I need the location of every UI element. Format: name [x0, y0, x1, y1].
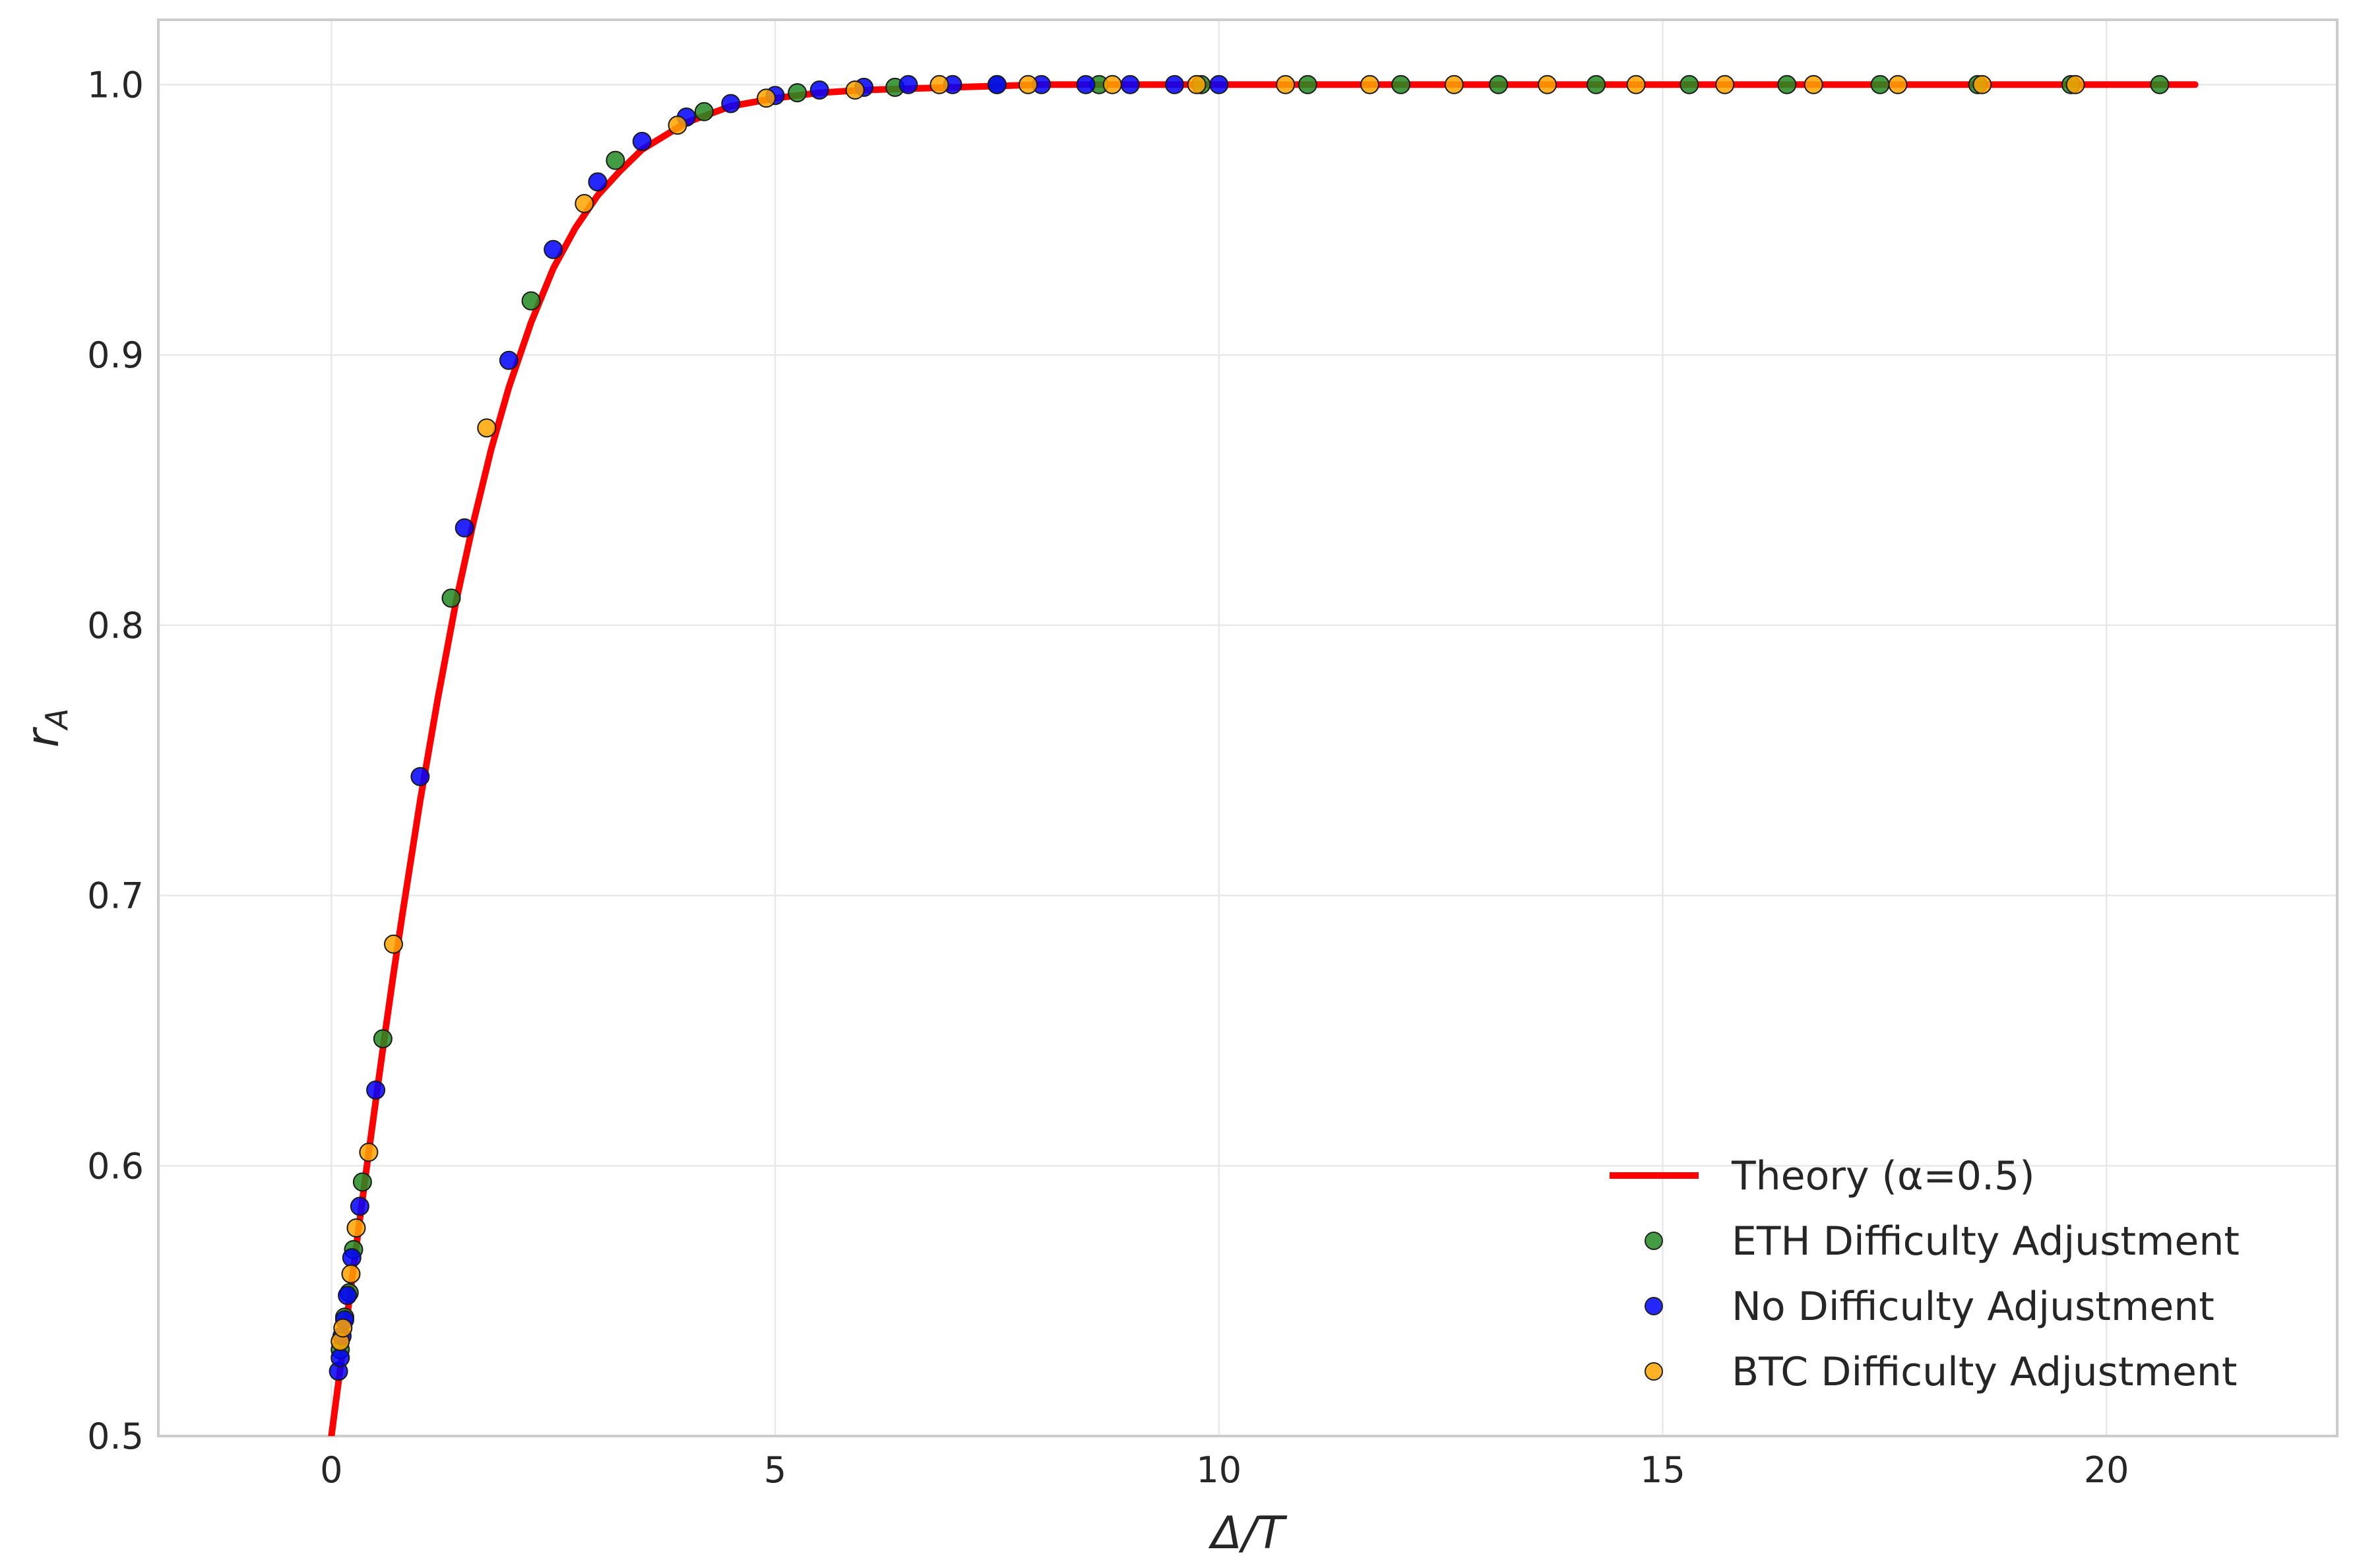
eth-point — [1298, 75, 1317, 94]
btc-point — [1360, 75, 1379, 94]
btc-point — [1444, 75, 1464, 94]
eth-point — [1489, 75, 1509, 94]
legend-label-no-adjustment: No Difficulty Adjustment — [1732, 1284, 2214, 1330]
data-points-layer — [329, 75, 2170, 1381]
btc-point — [2065, 75, 2085, 94]
series-btc — [330, 75, 2085, 1352]
eth-point — [441, 588, 461, 608]
no-adjustment-point — [455, 518, 474, 538]
y-axis-label-main: r — [17, 726, 69, 747]
eth-point — [521, 291, 541, 311]
btc-point — [1888, 75, 1908, 94]
btc-point — [929, 75, 949, 94]
no-adjustment-point — [1076, 75, 1096, 94]
btc-point — [1626, 75, 1646, 94]
btc-point — [341, 1264, 361, 1284]
btc-point — [333, 1318, 353, 1338]
eth-point — [788, 83, 807, 103]
no-adjustment-point — [1120, 75, 1140, 94]
btc-point — [384, 934, 403, 954]
eth-point — [1870, 75, 1890, 94]
eth-point — [373, 1029, 392, 1049]
btc-point — [1804, 75, 1823, 94]
legend-eth-swatch — [1645, 1232, 1663, 1250]
no-adjustment-point — [410, 767, 430, 786]
btc-point — [575, 194, 594, 214]
y-tick-labels: 0.5 0.6 0.7 0.8 0.9 1.0 — [87, 64, 144, 1457]
y-tick-label: 1.0 — [87, 64, 144, 106]
no-adjustment-point — [499, 350, 518, 370]
eth-point — [1680, 75, 1699, 94]
btc-point — [477, 418, 497, 438]
y-tick-label: 0.9 — [87, 334, 144, 376]
legend: Theory (α=0.5) ETH Difficulty Adjustment… — [1610, 1153, 2240, 1395]
y-tick-label: 0.8 — [87, 605, 144, 646]
x-tick-label: 10 — [1196, 1449, 1241, 1491]
eth-point — [694, 102, 714, 121]
y-axis-label: rA — [17, 708, 75, 747]
btc-point — [845, 80, 865, 100]
legend-label-btc: BTC Difficulty Adjustment — [1732, 1349, 2237, 1395]
no-adjustment-point — [898, 75, 918, 94]
eth-point — [1586, 75, 1606, 94]
no-adjustment-point — [588, 172, 608, 192]
plot-area-frame — [157, 18, 2339, 1437]
no-adjustment-point — [350, 1197, 369, 1216]
no-adjustment-point — [632, 131, 652, 151]
no-adjustment-point — [809, 80, 829, 100]
eth-point — [352, 1172, 372, 1192]
no-adjustment-point — [987, 75, 1007, 94]
no-adjustment-point — [544, 239, 563, 259]
btc-point — [757, 88, 776, 108]
x-tick-label: 20 — [2084, 1449, 2129, 1491]
x-axis-label: Δ/T — [1208, 1507, 1287, 1559]
btc-point — [359, 1143, 379, 1162]
no-adjustment-point — [342, 1248, 361, 1268]
no-adjustment-point — [1165, 75, 1184, 94]
eth-point — [1777, 75, 1797, 94]
btc-point — [1715, 75, 1735, 94]
btc-point — [1276, 75, 1296, 94]
x-tick-label: 5 — [764, 1449, 786, 1491]
no-adjustment-point — [338, 1286, 358, 1305]
btc-point — [346, 1218, 366, 1238]
btc-point — [1538, 75, 1557, 94]
x-tick-labels: 0 5 10 15 20 — [320, 1449, 2129, 1491]
y-tick-label: 0.5 — [87, 1416, 144, 1457]
legend-label-theory: Theory (α=0.5) — [1731, 1153, 2035, 1199]
no-adjustment-point — [1209, 75, 1229, 94]
legend-no-adjustment-swatch — [1645, 1297, 1663, 1315]
y-axis-label-subscript: A — [39, 708, 75, 731]
legend-btc-swatch — [1645, 1362, 1663, 1381]
btc-point — [668, 115, 687, 135]
eth-point — [606, 150, 625, 170]
x-tick-label: 15 — [1640, 1449, 1685, 1491]
btc-point — [1972, 75, 1992, 94]
y-tick-label: 0.7 — [87, 875, 144, 917]
btc-point — [1102, 75, 1122, 94]
eth-point — [2150, 75, 2170, 94]
no-adjustment-point — [330, 1348, 350, 1367]
no-adjustment-point — [721, 94, 741, 113]
btc-point — [1019, 75, 1038, 94]
btc-point — [1187, 75, 1207, 94]
x-tick-label: 0 — [320, 1449, 342, 1491]
y-tick-label: 0.6 — [87, 1145, 144, 1187]
no-adjustment-point — [366, 1081, 386, 1100]
eth-point — [1391, 75, 1411, 94]
legend-label-eth: ETH Difficulty Adjustment — [1732, 1218, 2240, 1265]
